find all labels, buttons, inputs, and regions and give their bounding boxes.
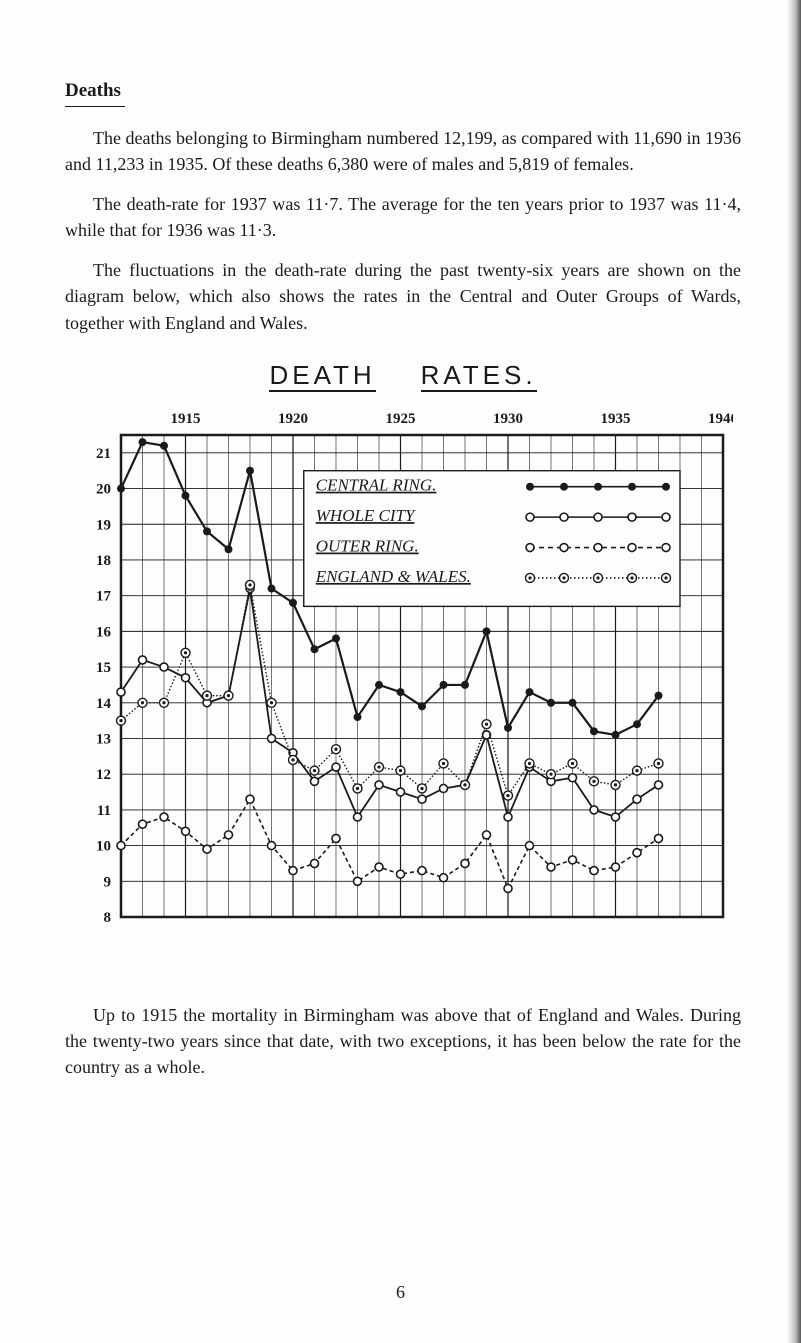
- svg-text:WHOLE CITY: WHOLE CITY: [316, 506, 416, 525]
- svg-text:16: 16: [96, 624, 112, 640]
- svg-text:1915: 1915: [171, 411, 201, 427]
- paragraph-3: The fluctuations in the death-rate durin…: [65, 257, 741, 335]
- section-heading: Deaths: [65, 80, 741, 102]
- svg-text:CENTRAL RING.: CENTRAL RING.: [316, 475, 437, 494]
- svg-text:10: 10: [96, 838, 111, 854]
- document-page: Deaths The deaths belonging to Birmingha…: [0, 0, 801, 1343]
- svg-text:20: 20: [96, 481, 111, 497]
- svg-text:11: 11: [97, 803, 111, 819]
- svg-text:15: 15: [96, 660, 111, 676]
- paragraph-1: The deaths belonging to Birmingham numbe…: [65, 125, 741, 177]
- svg-text:1935: 1935: [601, 411, 631, 427]
- svg-text:ENGLAND & WALES.: ENGLAND & WALES.: [315, 567, 471, 586]
- chart-title-word-1: DEATH: [269, 360, 375, 392]
- svg-text:1940: 1940: [708, 411, 733, 427]
- svg-text:9: 9: [104, 874, 112, 890]
- chart-title: DEATH RATES.: [65, 360, 741, 391]
- svg-text:13: 13: [96, 731, 111, 747]
- svg-text:OUTER RING.: OUTER RING.: [316, 536, 419, 555]
- heading-rule: [65, 106, 125, 107]
- svg-text:12: 12: [96, 767, 111, 783]
- chart-container: 1915 1920 1925 1930 1935 1940 21 20 19 18 17 16 15 14…: [73, 397, 733, 962]
- svg-text:17: 17: [96, 588, 112, 604]
- death-rate-chart: 1915 1920 1925 1930 1935 1940 21 20 19 18 17 16 15 14…: [73, 397, 733, 957]
- svg-text:1930: 1930: [493, 411, 523, 427]
- svg-text:14: 14: [96, 695, 112, 711]
- paragraph-2: The death-rate for 1937 was 11·7. The av…: [65, 191, 741, 243]
- svg-text:8: 8: [104, 910, 112, 926]
- svg-text:21: 21: [96, 446, 111, 462]
- paragraph-4: Up to 1915 the mortality in Birmingham w…: [65, 1002, 741, 1080]
- page-number: 6: [0, 1282, 801, 1303]
- page-shadow: [787, 0, 801, 1343]
- svg-text:18: 18: [96, 553, 111, 569]
- svg-text:1920: 1920: [278, 411, 308, 427]
- svg-text:1925: 1925: [386, 411, 416, 427]
- svg-text:19: 19: [96, 517, 111, 533]
- chart-title-word-2: RATES.: [421, 360, 537, 392]
